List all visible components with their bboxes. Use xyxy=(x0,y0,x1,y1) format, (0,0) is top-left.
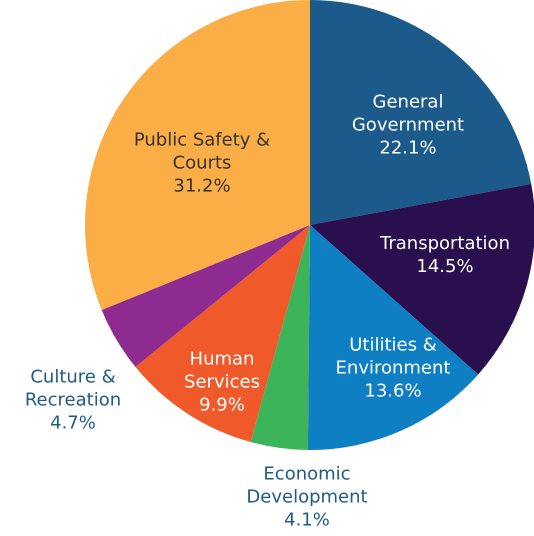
category-name: General Government xyxy=(351,91,465,136)
slice-label: Public Safety & Courts 31.2% xyxy=(132,129,272,198)
category-name: Public Safety & Courts xyxy=(133,129,271,174)
pie-slice xyxy=(85,0,310,311)
pie-slice xyxy=(250,225,310,450)
pie-slice xyxy=(310,183,534,375)
slice-label: Utilities & Environment 13.6% xyxy=(318,334,468,403)
pie-slice xyxy=(135,225,310,443)
value-label: 13.6% xyxy=(364,380,422,402)
slice-label: Economic Development 4.1% xyxy=(237,463,377,532)
slice-label: Transportation 14.5% xyxy=(360,232,530,278)
category-name: Transportation xyxy=(380,233,510,254)
value-label: 22.1% xyxy=(379,137,437,159)
category-name: Human Services xyxy=(184,348,260,393)
value-label: 9.9% xyxy=(199,394,245,416)
pie-slice xyxy=(101,225,311,367)
category-name: Economic Development xyxy=(246,463,368,508)
slice-label: Human Services 9.9% xyxy=(175,348,270,417)
slice-label: General Government 22.1% xyxy=(343,91,473,160)
value-label: 4.7% xyxy=(50,412,96,434)
value-label: 4.1% xyxy=(284,509,330,531)
slice-label: Culture & Recreation 4.7% xyxy=(11,366,136,435)
pie-slice xyxy=(310,0,532,225)
pie-slice xyxy=(307,225,479,450)
category-name: Utilities & Environment xyxy=(335,334,451,379)
category-name: Culture & Recreation xyxy=(24,366,122,411)
value-label: 31.2% xyxy=(173,175,231,197)
value-label: 14.5% xyxy=(416,256,474,277)
